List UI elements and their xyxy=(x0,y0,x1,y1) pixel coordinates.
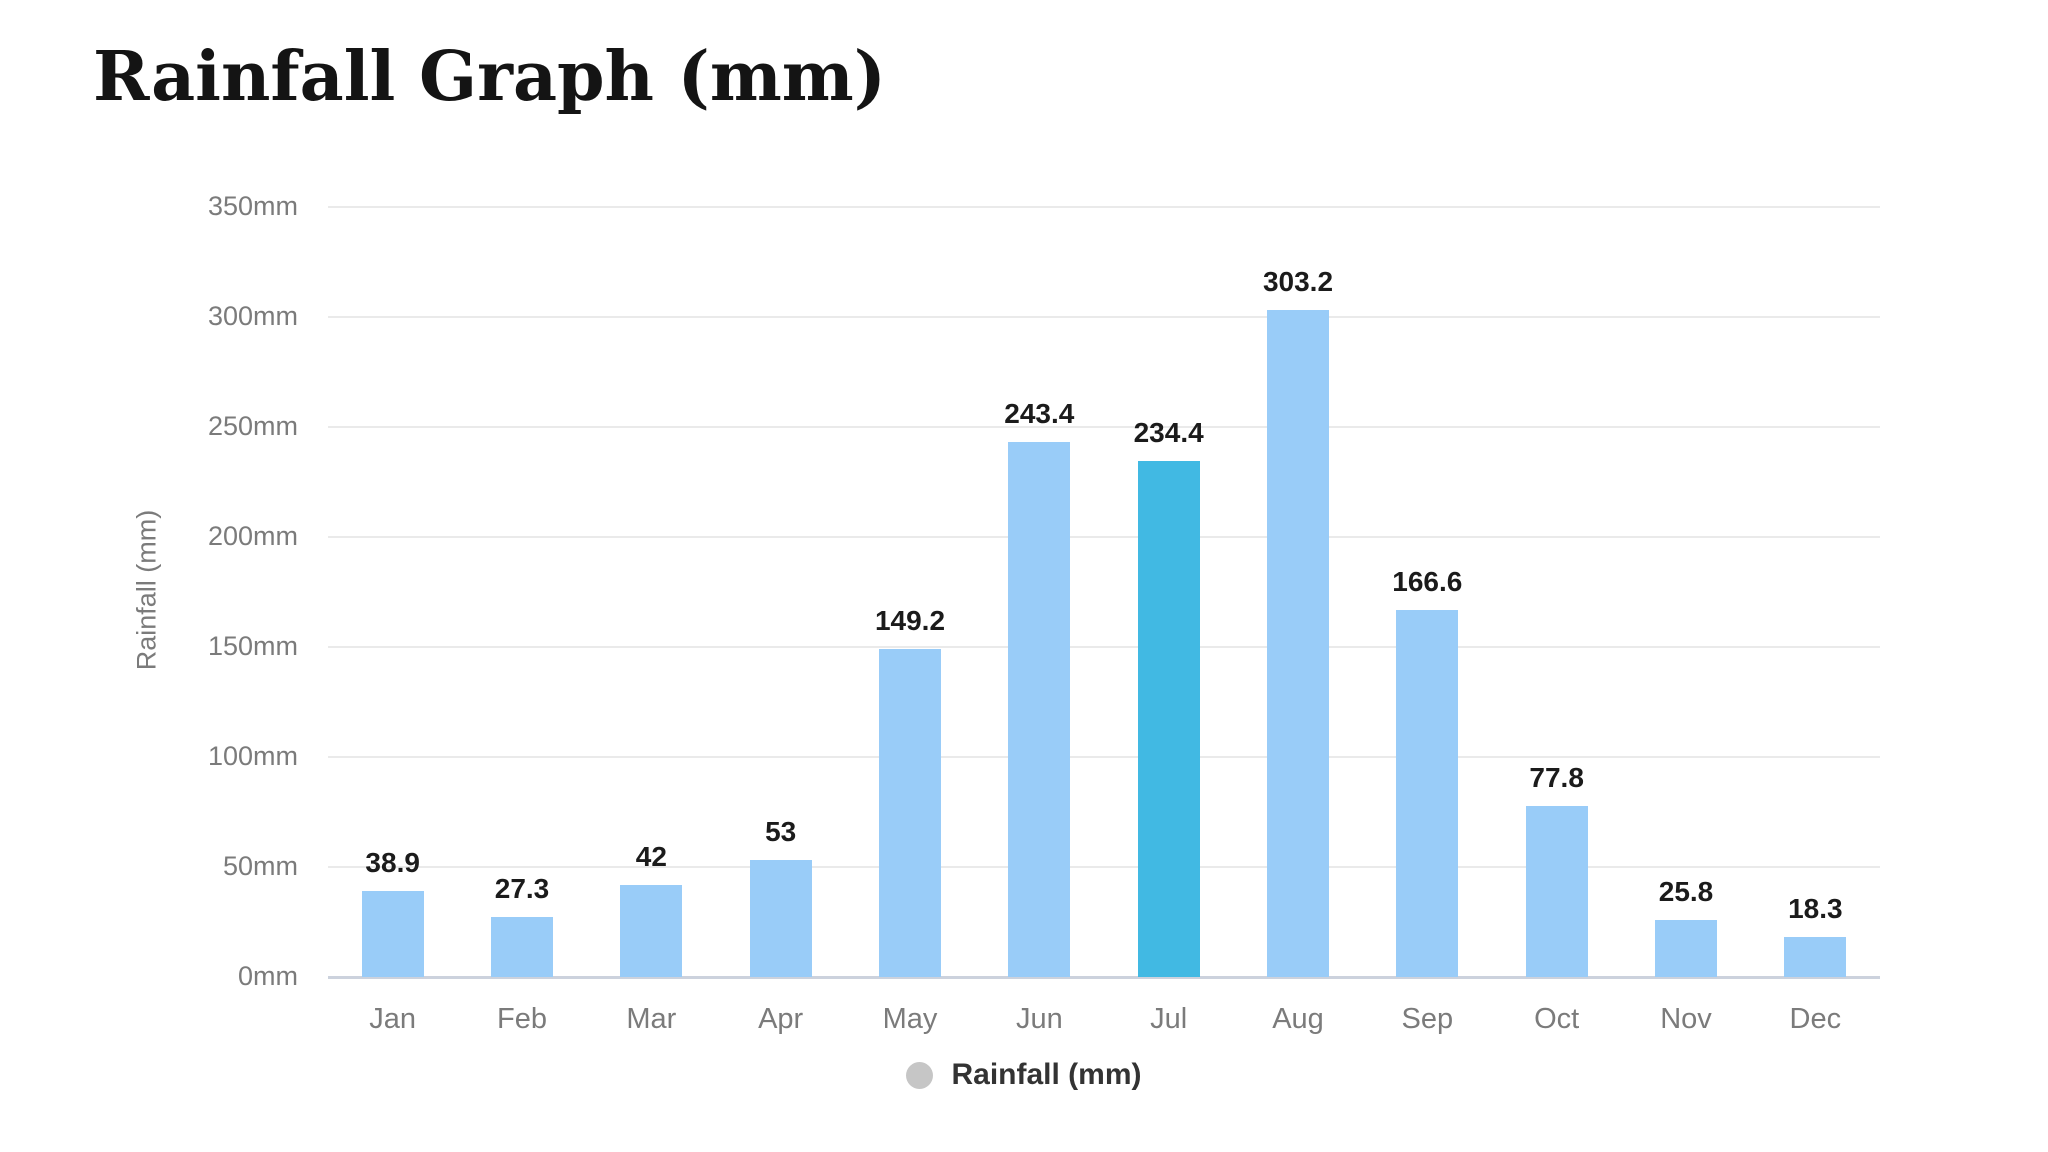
bar-value-label: 243.4 xyxy=(1004,397,1075,429)
bar-mar[interactable] xyxy=(620,884,683,977)
bar-jan[interactable] xyxy=(361,891,424,977)
legend[interactable]: Rainfall (mm) xyxy=(0,1058,2048,1092)
gridline xyxy=(328,646,1880,648)
y-tick-label: 150mm xyxy=(207,631,298,661)
bar-value-label: 303.2 xyxy=(1262,265,1334,297)
bar-value-label: 25.8 xyxy=(1658,876,1714,908)
bar-value-label: 53 xyxy=(765,816,797,848)
bar-nov[interactable] xyxy=(1655,920,1717,977)
gridline xyxy=(328,426,1880,428)
bar-value-label: 149.2 xyxy=(874,604,946,636)
bar-value-label: 27.3 xyxy=(494,872,550,904)
bar-value-label: 42 xyxy=(635,840,667,872)
y-tick-label: 100mm xyxy=(207,741,298,771)
y-tick-label: 0mm xyxy=(238,961,298,991)
bar-aug[interactable] xyxy=(1267,309,1329,977)
bar-value-label: 18.3 xyxy=(1788,892,1843,924)
gridline xyxy=(328,316,1880,318)
y-tick-label: 300mm xyxy=(207,301,298,331)
x-tick-label: Jul xyxy=(1150,1003,1188,1035)
bar-feb[interactable] xyxy=(491,916,553,977)
x-tick-label: Sep xyxy=(1401,1003,1454,1035)
bar-value-label: 77.8 xyxy=(1529,761,1584,793)
x-tick-label: Mar xyxy=(626,1003,677,1035)
gridline xyxy=(328,756,1880,758)
gridline xyxy=(328,536,1880,538)
y-tick-label: 200mm xyxy=(207,521,298,551)
y-tick-label: 250mm xyxy=(207,411,298,441)
legend-marker-circle-icon xyxy=(906,1061,934,1089)
plot-area: 0mm 50mm 100mm 150mm 200mm 250mm 300mm 350mm 38.… xyxy=(208,191,1880,1035)
bar-jul[interactable] xyxy=(1137,461,1200,977)
bar-value-label: 166.6 xyxy=(1392,566,1463,598)
y-tick-label: 50mm xyxy=(222,851,298,881)
x-axis-baseline xyxy=(328,976,1880,979)
bar-apr[interactable] xyxy=(749,860,812,977)
bar-may[interactable] xyxy=(879,648,941,977)
x-tick-label: Dec xyxy=(1789,1003,1842,1035)
x-tick-label: May xyxy=(882,1003,938,1035)
x-tick-label: Jun xyxy=(1015,1003,1063,1035)
x-tick-label: Aug xyxy=(1272,1003,1324,1035)
gridline xyxy=(328,206,1880,208)
legend-label: Rainfall (mm) xyxy=(951,1058,1142,1091)
y-tick-label: 350mm xyxy=(207,191,298,221)
x-tick-label: Feb xyxy=(497,1003,547,1035)
bar-value-label: 38.9 xyxy=(365,847,420,879)
chart-title: Rainfall Graph (mm) xyxy=(93,37,886,117)
x-tick-label: Apr xyxy=(758,1003,804,1035)
bar-sep[interactable] xyxy=(1396,610,1459,977)
gridline xyxy=(328,866,1880,868)
x-tick-label: Oct xyxy=(1534,1003,1580,1035)
bar-dec[interactable] xyxy=(1784,936,1847,977)
bar-value-label: 234.4 xyxy=(1133,417,1204,449)
bar-jun[interactable] xyxy=(1008,441,1071,977)
x-tick-label: Jan xyxy=(369,1003,417,1035)
x-tick-label: Nov xyxy=(1660,1003,1712,1035)
bar-oct[interactable] xyxy=(1525,805,1588,977)
